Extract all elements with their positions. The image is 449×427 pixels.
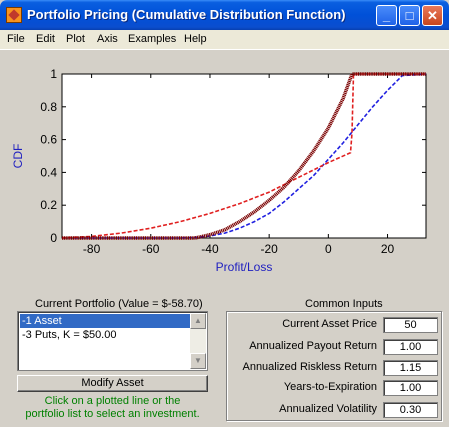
portfolio-title: Current Portfolio (Value = $-58.70): [33, 298, 205, 310]
menu-help[interactable]: Help: [184, 33, 207, 45]
x-tick-label: -80: [83, 242, 101, 256]
series-group[interactable]: [61, 72, 427, 240]
common-inputs-panel: [226, 311, 442, 421]
asset-price-label: Current Asset Price: [282, 318, 377, 330]
menu-edit[interactable]: Edit: [36, 33, 55, 45]
asset-price-field[interactable]: 50: [383, 317, 438, 333]
cdf-series-line-1[interactable]: [61, 73, 426, 239]
window-title: Portfolio Pricing (Cumulative Distributi…: [27, 7, 346, 22]
menu-examples[interactable]: Examples: [128, 33, 177, 45]
y-tick-label: 0: [50, 231, 57, 245]
volatility-field[interactable]: 0.30: [383, 402, 438, 418]
x-tick-label: 0: [325, 242, 332, 256]
y-axis-label: CDF: [11, 144, 25, 169]
title-bar[interactable]: Portfolio Pricing (Cumulative Distributi…: [0, 0, 449, 30]
menu-axis[interactable]: Axis: [97, 33, 118, 45]
riskless-return-label: Annualized Riskless Return: [242, 361, 377, 373]
y-tick-label: 0.2: [40, 198, 57, 212]
menu-file[interactable]: File: [7, 33, 25, 45]
portfolio-item-asset[interactable]: -1 Asset: [20, 314, 192, 328]
payout-return-field[interactable]: 1.00: [383, 339, 438, 355]
y-axis: 0 0.2 0.4 0.6 0.8 1: [40, 67, 426, 245]
portfolio-item-puts[interactable]: -3 Puts, K = $50.00: [22, 329, 117, 341]
y-tick-label: 1: [50, 67, 57, 81]
cdf-plot[interactable]: -80 -60 -40 -20 0 20 0 0.2 0.4 0.6 0.8 1 Profit/Lo…: [0, 50, 449, 285]
modify-asset-button[interactable]: Modify Asset: [17, 375, 208, 392]
x-tick-label: -60: [142, 242, 160, 256]
plot-area: [61, 73, 427, 239]
menu-plot[interactable]: Plot: [66, 33, 85, 45]
y-tick-label: 0.8: [40, 100, 57, 114]
scroll-up-icon[interactable]: ▲: [190, 313, 206, 329]
y-tick-label: 0.4: [40, 165, 57, 179]
x-axis: -80 -60 -40 -20 0 20: [83, 74, 395, 256]
hint-line-1: Click on a plotted line or the: [44, 395, 181, 407]
x-axis-label: Profit/Loss: [216, 260, 273, 274]
riskless-return-field[interactable]: 1.15: [383, 360, 438, 376]
close-button[interactable]: ✕: [422, 5, 443, 26]
years-to-expiration-field[interactable]: 1.00: [383, 380, 438, 396]
payout-return-label: Annualized Payout Return: [249, 340, 377, 352]
hint-line-2: portfolio list to select an investment.: [25, 408, 200, 420]
menu-bar: File Edit Plot Axis Examples Help: [0, 30, 449, 50]
x-tick-label: 20: [381, 242, 395, 256]
common-inputs-title: Common Inputs: [303, 298, 385, 310]
maximize-button[interactable]: □: [399, 5, 420, 26]
x-tick-label: -20: [260, 242, 278, 256]
volatility-label: Annualized Volatility: [279, 403, 377, 415]
minimize-button[interactable]: _: [376, 5, 397, 26]
cdf-series-line-2[interactable]: [62, 72, 426, 240]
listbox-scrollbar[interactable]: ▲ ▼: [190, 313, 206, 369]
x-tick-label: -40: [201, 242, 219, 256]
cdf-series-line-0[interactable]: [62, 73, 427, 239]
y-tick-label: 0.6: [40, 133, 57, 147]
years-to-expiration-label: Years-to-Expiration: [283, 381, 377, 393]
matlab-app-icon: [6, 7, 22, 23]
scroll-down-icon[interactable]: ▼: [190, 353, 206, 369]
portfolio-listbox[interactable]: -1 Asset -3 Puts, K = $50.00 ▲ ▼: [17, 311, 208, 371]
